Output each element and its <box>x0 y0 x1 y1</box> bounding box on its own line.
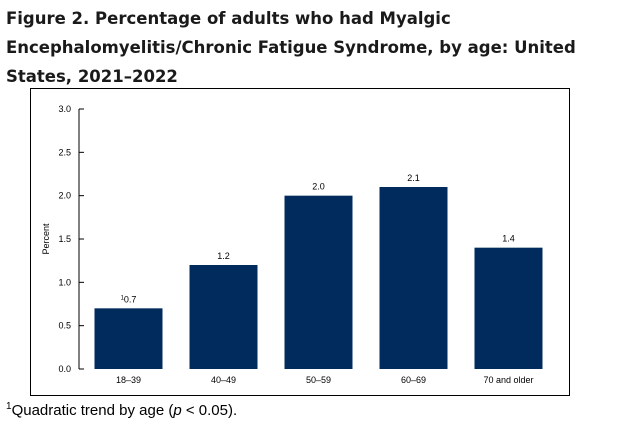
x-tick-label: 50–59 <box>306 375 331 385</box>
x-tick-label: 60–69 <box>401 375 426 385</box>
chart-title: Figure 2. Percentage of adults who had M… <box>6 4 626 91</box>
y-tick-label: 1.5 <box>58 234 71 244</box>
bar <box>284 195 353 369</box>
bar-value-label: 1.2 <box>217 251 230 261</box>
bar-value-label: 2.1 <box>407 173 420 183</box>
bar <box>189 265 258 369</box>
value-label-number: 0.7 <box>124 294 137 304</box>
y-tick-label: 2.5 <box>58 147 71 157</box>
bar <box>94 308 163 369</box>
footnote-marker: 1 <box>6 401 12 412</box>
y-tick-label: 3.0 <box>58 104 71 114</box>
y-tick-label: 1.0 <box>58 277 71 287</box>
footnote-text-before: Quadratic trend by age ( <box>11 402 174 419</box>
title-line-3: States, 2021–2022 <box>6 67 178 86</box>
x-tick-label: 70 and older <box>483 375 533 385</box>
footnote-p-symbol: p <box>173 402 182 419</box>
bar <box>474 247 543 369</box>
footnote: 1Quadratic trend by age (p < 0.05). <box>6 401 237 419</box>
bar-value-label: 10.7 <box>121 294 137 304</box>
y-tick-label: 0.0 <box>58 364 71 374</box>
title-line-2: Encephalomyelitis/Chronic Fatigue Syndro… <box>6 38 576 57</box>
y-tick-label: 2.0 <box>58 191 71 201</box>
x-tick-label: 18–39 <box>116 375 141 385</box>
bar <box>379 187 448 369</box>
bar-value-label: 2.0 <box>312 182 325 192</box>
y-tick-label: 0.5 <box>58 321 71 331</box>
bar-value-label: 1.4 <box>502 234 515 244</box>
value-label-superscript: 1 <box>121 295 125 301</box>
x-tick-label: 40–49 <box>211 375 236 385</box>
footnote-text-after: < 0.05). <box>181 402 238 419</box>
title-line-1: Figure 2. Percentage of adults who had M… <box>6 9 451 28</box>
y-axis-title: Percent <box>41 223 51 255</box>
chart-frame <box>30 88 570 396</box>
